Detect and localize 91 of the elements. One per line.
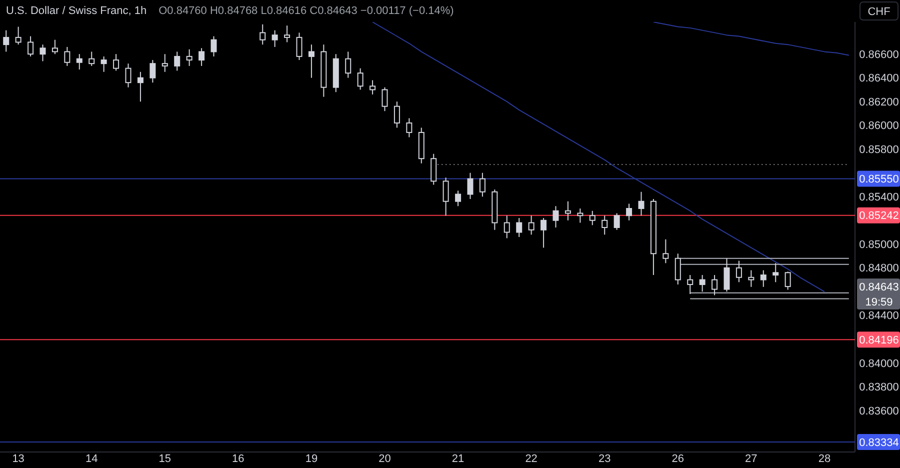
candlestick	[394, 101, 400, 128]
text: 19:59	[865, 296, 893, 308]
candlestick	[406, 118, 412, 138]
ref-line-label: 0.84196	[859, 334, 899, 346]
candlestick	[736, 260, 742, 283]
candlestick	[564, 200, 571, 221]
candlestick	[40, 44, 46, 62]
candlestick	[455, 190, 462, 207]
y-tick-label: 0.84000	[859, 358, 899, 370]
candlestick	[162, 54, 168, 72]
candlestick	[674, 253, 681, 286]
candlestick	[614, 212, 620, 230]
y-tick-label: 0.83800	[859, 382, 899, 394]
candlestick	[284, 25, 290, 43]
y-tick-label: 0.84800	[859, 262, 899, 275]
ref-line-label: 0.85550	[859, 174, 899, 186]
candlestick	[479, 172, 486, 198]
candlestick	[370, 80, 376, 95]
candlestick	[589, 210, 596, 226]
candlestick	[748, 270, 754, 288]
candlestick	[28, 36, 34, 57]
y-tick-label: 0.86200	[859, 96, 899, 108]
candlestick	[687, 274, 694, 295]
candlestick	[516, 217, 522, 238]
candlestick	[357, 68, 364, 90]
y-tick-label: 0.85400	[859, 191, 899, 204]
x-tick-label: 28	[818, 453, 831, 465]
ref-line-label: 0.83334	[859, 436, 899, 449]
candlestick	[699, 274, 706, 292]
x-tick-label: 13	[12, 453, 24, 465]
candlestick	[638, 191, 644, 216]
y-tick-label: 0.86600	[859, 48, 899, 61]
x-tick-label: 16	[232, 453, 244, 465]
x-tick-label: 26	[672, 453, 684, 465]
candlestick	[772, 262, 779, 283]
candlestick	[296, 32, 302, 61]
candlestick	[272, 30, 278, 48]
chart-subtitle: O0.84760 H0.84768 L0.84616 C0.84643 −0.00117 (−0.14%)	[158, 4, 454, 17]
candlestick	[382, 86, 388, 112]
candlestick	[64, 46, 70, 66]
x-tick-label: 23	[598, 453, 611, 465]
candlestick	[174, 51, 180, 72]
candlestick	[210, 36, 217, 57]
x-tick-label: 15	[158, 453, 172, 465]
x-tick-label: 14	[85, 453, 98, 465]
candlestick	[662, 238, 669, 264]
line-series	[652, 22, 850, 56]
candlestick	[137, 71, 144, 102]
candlestick	[540, 217, 547, 248]
y-tick-label: 0.86400	[859, 72, 899, 85]
candlestick	[52, 39, 58, 55]
candlestick	[113, 54, 120, 72]
ref-line-label: 0.85242	[859, 210, 899, 222]
candlestick	[712, 274, 718, 296]
y-tick-label: 0.85000	[859, 238, 899, 251]
candlestick	[88, 51, 95, 66]
candlestick	[260, 24, 266, 46]
y-tick-label: 0.85800	[859, 144, 899, 156]
candlestick	[150, 60, 156, 84]
candlestick	[467, 172, 474, 200]
candlestick	[76, 54, 82, 70]
candlestick	[198, 48, 205, 66]
candlestick	[3, 30, 10, 52]
candlestick	[760, 270, 766, 288]
candlestick	[308, 44, 314, 78]
chart-title: U.S. Dollar / Swiss Franc, 1h	[6, 4, 147, 17]
x-tick-label: 21	[452, 453, 464, 465]
candlestick	[552, 206, 559, 228]
candlestick	[430, 153, 437, 186]
candlestick	[15, 26, 22, 46]
candlestick	[100, 56, 107, 72]
x-tick-label: 19	[305, 453, 318, 465]
x-tick-label: 20	[378, 453, 391, 465]
candlestick	[577, 208, 584, 224]
candlestick	[186, 48, 192, 66]
candlestick	[528, 215, 534, 236]
candlestick	[345, 51, 352, 78]
x-tick-label: 27	[745, 453, 758, 465]
candlestick	[602, 215, 608, 236]
candlestick	[442, 177, 449, 216]
candlestick	[724, 258, 730, 292]
candlestick	[784, 271, 791, 290]
y-axis-title: CHF	[868, 6, 891, 18]
y-tick-label: 0.84400	[859, 310, 899, 322]
x-tick-label: 22	[525, 453, 538, 465]
y-tick-label: 0.83600	[859, 405, 899, 418]
candlestick	[504, 215, 510, 239]
candlestick	[125, 63, 132, 88]
text: 0.84643	[859, 281, 899, 294]
y-tick-label: 0.86000	[859, 120, 899, 132]
candlestick	[626, 203, 632, 221]
